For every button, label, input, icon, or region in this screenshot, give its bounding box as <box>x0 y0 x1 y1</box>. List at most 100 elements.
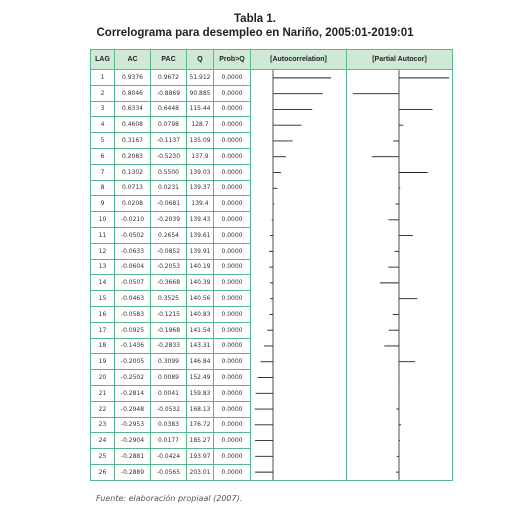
prob-cell: 0.0000 <box>213 353 251 371</box>
pac-cell: 0.0089 <box>150 369 187 386</box>
ac-cell: -0.0633 <box>114 242 151 260</box>
lag-cell: 17 <box>90 321 115 339</box>
q-cell: 140.39 <box>186 274 214 292</box>
q-cell: 137.9 <box>186 147 214 165</box>
pac-cell: 0.0177 <box>150 432 187 450</box>
q-cell: 159.83 <box>186 384 214 402</box>
lag-cell: 16 <box>90 305 115 323</box>
lag-cell: 22 <box>90 400 115 418</box>
ac-cell: 0.0208 <box>114 195 151 213</box>
ac-cell: -0.0502 <box>114 226 151 244</box>
ac-cell: -0.0507 <box>114 274 151 292</box>
q-cell: 141.54 <box>186 321 214 339</box>
pac-cell: -0.0424 <box>150 448 187 465</box>
q-cell: 115.44 <box>186 100 214 118</box>
ac-cell: 0.0713 <box>114 179 151 197</box>
table-row: 19 -0.2005 0.3099 146.84 0.0000 <box>90 353 453 371</box>
q-cell: 135.09 <box>186 132 214 149</box>
pac-cell: 0.0231 <box>150 179 187 197</box>
pac-cell: -0.0852 <box>150 242 187 260</box>
table-row: 7 0.1302 0.5500 139.03 0.0000 <box>90 163 453 181</box>
prob-cell: 0.0000 <box>213 163 251 181</box>
prob-cell: 0.0000 <box>213 211 251 228</box>
q-cell: 140.83 <box>186 305 214 323</box>
q-cell: 139.61 <box>186 226 214 244</box>
q-cell: 139.91 <box>186 242 214 260</box>
q-cell: 143.31 <box>186 337 214 355</box>
prob-cell: 0.0000 <box>213 321 251 339</box>
table-title: Correlograma para desempleo en Nariño, 2… <box>96 27 414 39</box>
ac-cell: -0.0604 <box>114 258 151 276</box>
prob-cell: 0.0000 <box>213 290 251 307</box>
ac-cell: -0.0925 <box>114 321 151 339</box>
lag-cell: 10 <box>90 211 115 228</box>
header-autocorrelation: [Autocorrelation] <box>250 49 347 70</box>
table-row: 15 -0.0463 0.3525 140.56 0.0000 <box>90 290 453 307</box>
prob-cell: 0.0000 <box>213 416 251 434</box>
lag-cell: 26 <box>90 463 115 481</box>
pac-cell: 0.0383 <box>150 416 187 434</box>
q-cell: 51.912 <box>186 69 214 86</box>
pac-cell: 0.3525 <box>150 290 187 307</box>
pac-cell: -0.1215 <box>150 305 187 323</box>
q-cell: 176.72 <box>186 416 214 434</box>
lag-cell: 18 <box>90 337 115 355</box>
header-prob: Prob>Q <box>213 49 251 70</box>
lag-cell: 21 <box>90 384 115 402</box>
prob-cell: 0.0000 <box>213 274 251 292</box>
prob-cell: 0.0000 <box>213 147 251 165</box>
lag-cell: 6 <box>90 147 115 165</box>
lag-cell: 15 <box>90 290 115 307</box>
table-body: 1 0.9376 0.9672 51.912 0.0000 2 0.8046 -0.8869 9… <box>90 69 453 481</box>
lag-cell: 14 <box>90 274 115 292</box>
q-cell: 203.01 <box>186 463 214 481</box>
table-row: 24 -0.2904 0.0177 185.27 0.0000 <box>90 432 453 450</box>
pac-graph-cell <box>346 69 453 481</box>
lag-cell: 25 <box>90 448 115 465</box>
prob-cell: 0.0000 <box>213 132 251 149</box>
pac-cell: 0.5500 <box>150 163 187 181</box>
partial-autocorrelation-svg <box>352 70 450 480</box>
header-ac: AC <box>114 49 151 70</box>
table-row: 16 -0.0583 -0.1215 140.83 0.0000 <box>90 305 453 323</box>
q-cell: 139.03 <box>186 163 214 181</box>
lag-cell: 9 <box>90 195 115 213</box>
lag-cell: 1 <box>90 69 115 86</box>
header-row: LAG AC PAC Q Prob>Q [Autocorrelation] [P… <box>90 49 453 70</box>
ac-cell: -0.2904 <box>114 432 151 450</box>
header-lag: LAG <box>90 49 115 70</box>
q-cell: 128.7 <box>186 116 214 134</box>
ac-cell: 0.3167 <box>114 132 151 149</box>
prob-cell: 0.0000 <box>213 195 251 213</box>
ac-cell: -0.0463 <box>114 290 151 307</box>
lag-cell: 20 <box>90 369 115 386</box>
table-row: 9 0.0208 -0.0681 139.4 0.0000 <box>90 195 453 213</box>
lag-cell: 5 <box>90 132 115 149</box>
lag-cell: 4 <box>90 116 115 134</box>
lag-cell: 7 <box>90 163 115 181</box>
table-row: 12 -0.0633 -0.0852 139.91 0.0000 <box>90 242 453 260</box>
lag-cell: 19 <box>90 353 115 371</box>
ac-cell: 0.6334 <box>114 100 151 118</box>
table-row: 18 -0.1436 -0.2833 143.31 0.0000 <box>90 337 453 355</box>
prob-cell: 0.0000 <box>213 432 251 450</box>
pac-cell: -0.2039 <box>150 211 187 228</box>
q-cell: 139.43 <box>186 211 214 228</box>
ac-cell: -0.0583 <box>114 305 151 323</box>
prob-cell: 0.0000 <box>213 400 251 418</box>
pac-cell: -0.2833 <box>150 337 187 355</box>
pac-cell: -0.3668 <box>150 274 187 292</box>
prob-cell: 0.0000 <box>213 448 251 465</box>
prob-cell: 0.0000 <box>213 242 251 260</box>
prob-cell: 0.0000 <box>213 369 251 386</box>
pac-cell: 0.9672 <box>150 69 187 86</box>
lag-cell: 23 <box>90 416 115 434</box>
table-number: Tabla 1. <box>234 13 276 25</box>
table-row: 21 -0.2814 0.0041 159.83 0.0000 <box>90 384 453 402</box>
ac-cell: 0.1302 <box>114 163 151 181</box>
table-row: 10 -0.0210 -0.2039 139.43 0.0000 <box>90 211 453 228</box>
pac-cell: -0.1137 <box>150 132 187 149</box>
prob-cell: 0.0000 <box>213 116 251 134</box>
ac-cell: -0.2814 <box>114 384 151 402</box>
lag-cell: 8 <box>90 179 115 197</box>
